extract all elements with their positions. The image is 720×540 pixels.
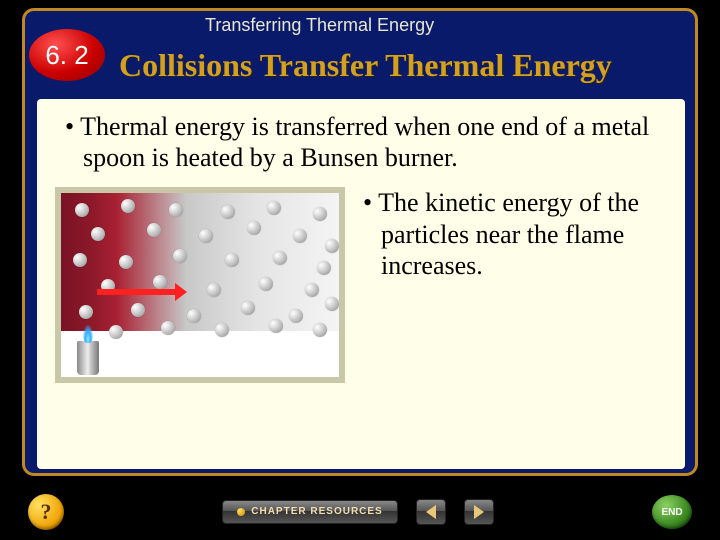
- chapter-pretitle: Transferring Thermal Energy: [205, 15, 434, 36]
- chevron-left-icon: [426, 505, 436, 519]
- nav-bar: ? CHAPTER RESOURCES END: [0, 484, 720, 540]
- particle-icon: [161, 321, 175, 335]
- heat-transfer-arrow-icon: [97, 289, 177, 295]
- end-button[interactable]: END: [652, 495, 692, 529]
- bullet-sub: The kinetic energy of the particles near…: [363, 187, 667, 281]
- chevron-right-icon: [474, 505, 484, 519]
- chapter-resources-label: CHAPTER RESOURCES: [251, 506, 382, 517]
- next-button[interactable]: [464, 499, 494, 525]
- bunsen-burner-icon: [77, 341, 99, 375]
- slide-panel: 6. 2 Transferring Thermal Energy Collisi…: [22, 8, 698, 476]
- content-row: The kinetic energy of the particles near…: [55, 187, 667, 383]
- section-number-badge: 6. 2: [29, 29, 105, 81]
- particle-icon: [215, 323, 229, 337]
- header: 6. 2 Transferring Thermal Energy Collisi…: [25, 11, 695, 91]
- chapter-resources-button[interactable]: CHAPTER RESOURCES: [222, 500, 397, 524]
- slide-body: Thermal energy is transferred when one e…: [37, 99, 685, 469]
- help-button[interactable]: ?: [28, 494, 64, 530]
- bullet-main: Thermal energy is transferred when one e…: [55, 111, 667, 173]
- slide-title: Collisions Transfer Thermal Energy: [119, 47, 612, 84]
- flame-icon: [83, 325, 93, 343]
- particle-icon: [109, 325, 123, 339]
- particle-icon: [313, 323, 327, 337]
- prev-button[interactable]: [416, 499, 446, 525]
- particle-diagram: [55, 187, 345, 383]
